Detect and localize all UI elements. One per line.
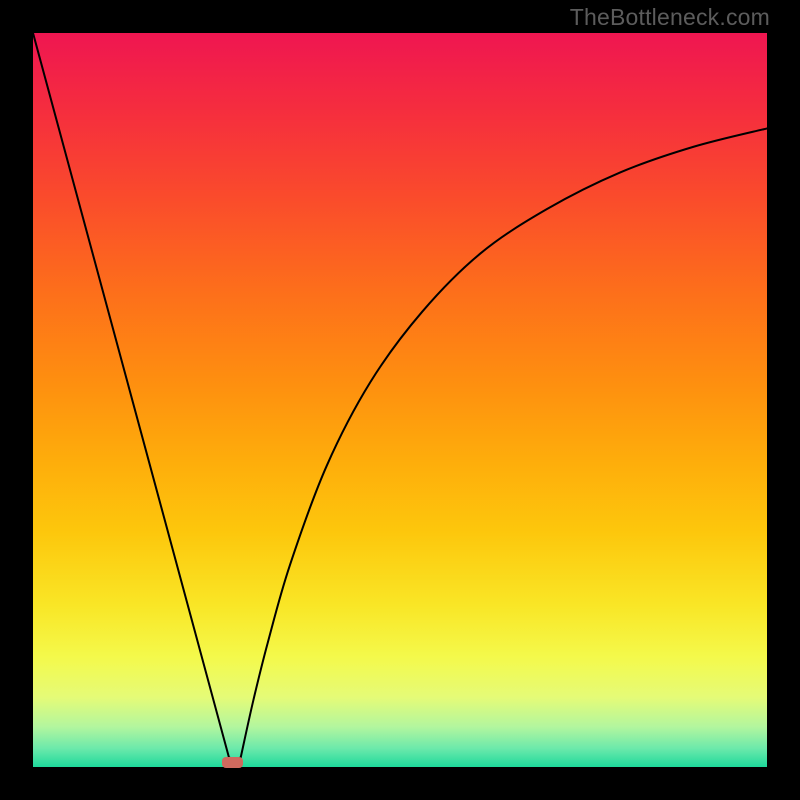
- watermark-text: TheBottleneck.com: [570, 4, 770, 31]
- dip-tick-marker: [222, 757, 243, 768]
- gradient-background: [33, 33, 767, 767]
- chart-frame: TheBottleneck.com: [0, 0, 800, 800]
- plot-area: [33, 33, 767, 767]
- curve-layer: [33, 33, 767, 767]
